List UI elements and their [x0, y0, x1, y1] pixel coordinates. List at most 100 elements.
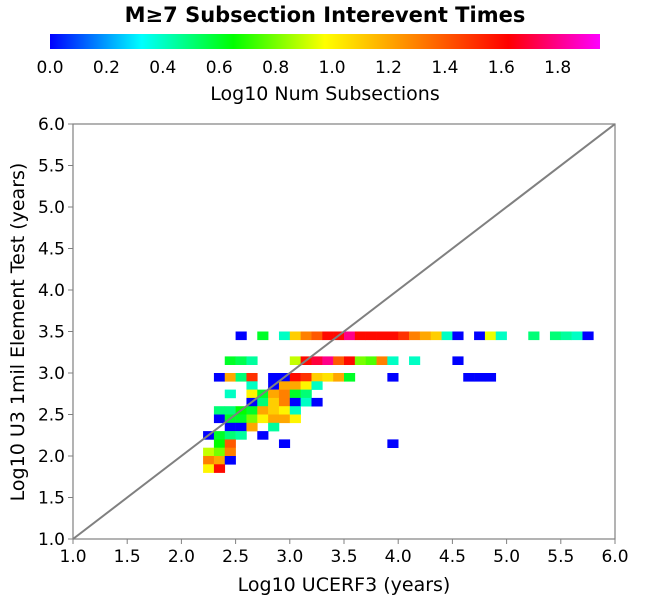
heatmap-cell	[311, 356, 323, 365]
heatmap-cell	[376, 356, 388, 365]
heatmap-cell	[213, 464, 226, 473]
colorbar-tick-label: 1.0	[319, 58, 346, 78]
heatmap-cell	[213, 373, 226, 382]
x-tick-label: 3.0	[276, 547, 303, 567]
heatmap-cell	[257, 331, 269, 341]
heatmap-cell	[311, 331, 323, 341]
heatmap-cell	[213, 447, 226, 457]
y-tick-label: 4.0	[38, 281, 65, 301]
heatmap-cell	[246, 422, 258, 432]
heatmap-cell	[224, 439, 236, 448]
heatmap-cell	[300, 381, 312, 390]
colorbar-tick-label: 0.4	[149, 58, 176, 78]
heatmap-cell	[322, 331, 334, 341]
heatmap-cell	[224, 456, 236, 465]
colorbar-tick-label: 0.2	[93, 58, 120, 78]
heatmap-cell	[344, 356, 356, 365]
x-tick-label: 5.0	[493, 547, 520, 567]
heatmap-cell	[213, 414, 226, 424]
heatmap-cell	[246, 414, 258, 424]
heatmap-cell	[278, 439, 291, 448]
heatmap-cell	[213, 439, 226, 448]
heatmap-cell	[409, 331, 421, 341]
heatmap-cell	[365, 331, 377, 341]
x-tick-label: 3.5	[330, 547, 357, 567]
heatmap-cell	[246, 373, 258, 382]
chart-title: M≥7 Subsection Interevent Times	[125, 3, 526, 27]
y-tick-label: 3.5	[38, 323, 65, 343]
heatmap-cell	[495, 331, 507, 341]
heatmap-cell	[289, 406, 301, 415]
heatmap-cell	[300, 389, 312, 399]
colorbar-tick-label: 0.0	[36, 58, 63, 78]
heatmap-cell	[571, 331, 583, 341]
y-axis-ticks: 1.0 1.5 2.0 2.5 3.0 3.5 4.0 4.5 5.0 5.5 6.0	[38, 115, 73, 550]
heatmap-cell	[289, 331, 301, 341]
heatmap-cell	[268, 397, 280, 407]
heatmap-cell	[289, 381, 301, 390]
heatmap-cell	[257, 406, 269, 415]
heatmap-cell	[278, 406, 291, 415]
heatmap-cell	[213, 406, 226, 415]
heatmap-cell	[246, 406, 258, 415]
heatmap-cell	[224, 389, 236, 399]
heatmap-cell	[235, 331, 247, 341]
heatmap-cell	[333, 373, 345, 382]
y-tick-label: 6.0	[38, 115, 65, 135]
y-tick-label: 3.0	[38, 364, 65, 384]
heatmap-cell	[300, 373, 312, 382]
y-tick-label: 2.5	[38, 406, 65, 426]
heatmap-cell	[354, 331, 366, 341]
heatmap-cell	[224, 422, 236, 432]
heatmap-cell	[224, 373, 236, 382]
heatmap-cell	[387, 356, 399, 365]
heatmap-cell	[484, 331, 497, 341]
heatmap-cell	[582, 331, 594, 341]
heatmap-cell	[268, 422, 280, 432]
heatmap-cell	[278, 389, 291, 399]
x-tick-label: 2.5	[222, 547, 249, 567]
heatmap-cell	[289, 356, 301, 365]
heatmap-cell	[452, 331, 464, 341]
heatmap-cell	[257, 431, 269, 440]
colorbar-tick-label: 1.4	[431, 58, 458, 78]
heatmap-cell	[224, 406, 236, 415]
heatmap-cell	[441, 331, 453, 341]
heatmap-cell	[452, 356, 464, 365]
colorbar-ticks: 0.0 0.2 0.4 0.6 0.8 1.0 1.2 1.4 1.6 1.8	[36, 58, 571, 78]
heatmap-cell	[387, 373, 399, 382]
heatmap-cell	[430, 331, 442, 341]
heatmap-cell	[203, 447, 215, 457]
x-tick-label: 2.0	[168, 547, 195, 567]
colorbar-tick-label: 1.2	[375, 58, 402, 78]
heatmap-cells	[203, 331, 594, 473]
heatmap-cell	[419, 331, 432, 341]
reference-line	[72, 123, 616, 540]
heatmap-cell	[398, 331, 410, 341]
heatmap-cell	[213, 431, 226, 440]
heatmap-cell	[268, 373, 280, 382]
y-tick-label: 5.0	[38, 198, 65, 218]
heatmap-cell	[474, 331, 486, 341]
heatmap-cell	[300, 331, 312, 341]
heatmap-cell	[278, 414, 291, 424]
heatmap-cell	[289, 373, 301, 382]
heatmap-cell	[278, 397, 291, 407]
x-tick-label: 1.0	[59, 547, 86, 567]
x-axis-label: Log10 UCERF3 (years)	[238, 574, 451, 596]
y-tick-label: 4.5	[38, 240, 65, 260]
heatmap-cell	[278, 331, 291, 341]
heatmap-cell	[322, 356, 334, 365]
heatmap-cell	[203, 464, 215, 473]
heatmap-cell	[311, 381, 323, 390]
colorbar-tick-label: 0.6	[206, 58, 233, 78]
colorbar-tick-label: 0.8	[262, 58, 289, 78]
heatmap-cell	[365, 356, 377, 365]
heatmap-cell	[235, 356, 247, 365]
heatmap-cell	[484, 373, 497, 382]
heatmap-cell	[409, 356, 421, 365]
heatmap-cell	[376, 331, 388, 341]
heatmap-cell	[344, 331, 356, 341]
heatmap-cell	[344, 373, 356, 382]
